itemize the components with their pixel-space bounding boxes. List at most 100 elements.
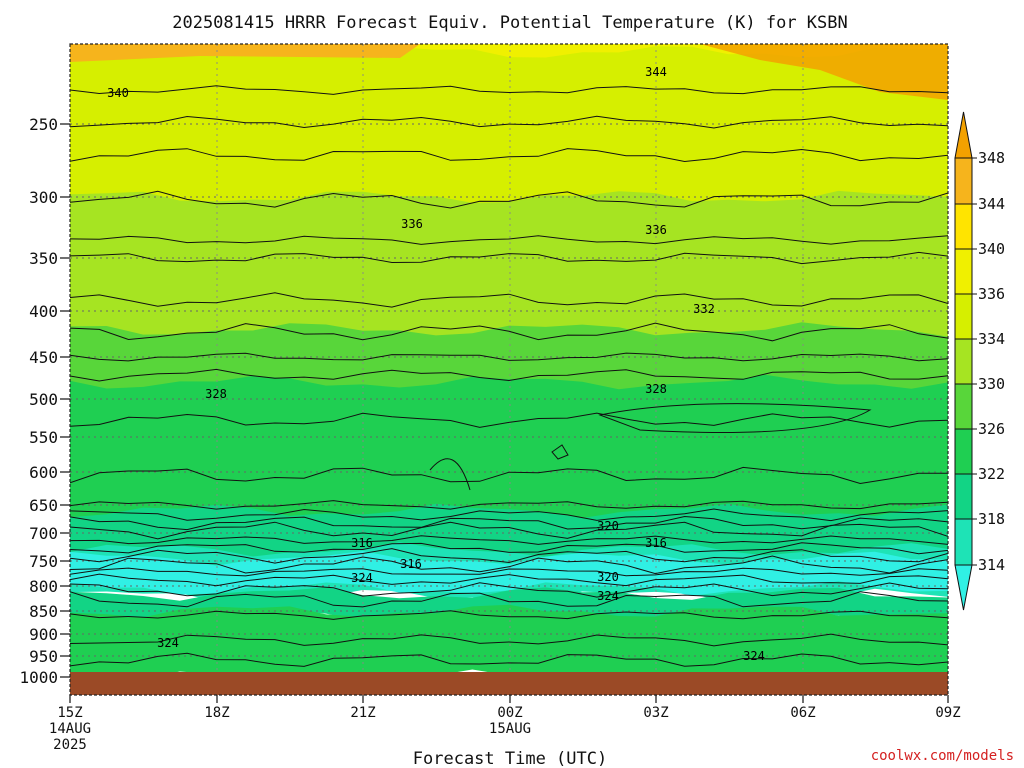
contour-line: [70, 542, 948, 555]
contour-fill-band: [700, 44, 948, 100]
y-tick-label: 500: [29, 390, 58, 409]
colorbar-swatch: [954, 157, 973, 205]
x-tick-label: 00Z: [497, 705, 522, 721]
y-tick-label: 600: [29, 463, 58, 482]
x-tick-label: 18Z: [204, 705, 229, 721]
colorbar-label: 326: [978, 420, 1005, 438]
contour-fill-layer: [70, 44, 948, 684]
colorbar-swatch: [954, 338, 973, 385]
colorbar-swatch: [954, 518, 973, 566]
y-tick-label: 1000: [19, 668, 58, 687]
x-tick-label: 21Z: [350, 705, 375, 721]
x-date-label: 2025: [53, 737, 87, 753]
contour-line: [70, 235, 948, 245]
x-tick-label: 15Z: [57, 705, 82, 721]
contour-label: 324: [351, 571, 373, 585]
contour-line: [70, 322, 948, 342]
y-tick-label: 750: [29, 552, 58, 571]
colorbar-swatch: [954, 293, 973, 340]
contour-line: [429, 458, 471, 491]
contour-line: [70, 521, 948, 540]
y-tick-label: 650: [29, 496, 58, 515]
x-axis-label: Forecast Time (UTC): [413, 749, 607, 768]
contour-line: [70, 190, 948, 209]
y-tick-label: 450: [29, 348, 58, 367]
contour-line: [70, 610, 948, 620]
y-tick-label: 250: [29, 115, 58, 134]
contour-line: [70, 548, 948, 564]
colorbar-label: 340: [978, 240, 1005, 258]
ground-strip: [70, 672, 948, 695]
colorbar-label: 314: [978, 556, 1005, 574]
colorbar: 348 344 340 336 334 330 326 322 318 314: [954, 111, 1005, 611]
contour-label: 320: [597, 570, 619, 584]
contour-line: [70, 535, 948, 545]
contour-label: 344: [645, 65, 667, 79]
contour-fill-band: [70, 44, 420, 62]
contour-line: [70, 466, 948, 485]
contour-label: 320: [597, 519, 619, 533]
contour-line: [70, 251, 948, 265]
y-tick-label: 800: [29, 577, 58, 596]
contour-line: [70, 412, 948, 428]
contour-fill-band: [70, 374, 948, 529]
colorbar-swatch: [954, 383, 973, 430]
contour-fill-band: [70, 190, 948, 346]
colorbar-label: 322: [978, 465, 1005, 483]
contour-label: 316: [351, 536, 373, 550]
colorbar-label: 334: [978, 330, 1005, 348]
contour-line: [70, 591, 948, 608]
contour-label-layer: 344 340 336 336 332 328 328 320 316 316 316 320 324 3…: [107, 65, 765, 663]
colorbar-over-arrow: [954, 111, 973, 159]
y-tick-label: 350: [29, 249, 58, 268]
colorbar-label: 330: [978, 375, 1005, 393]
contour-line: [70, 633, 948, 647]
colorbar-swatch: [954, 428, 973, 475]
x-tick-label: 03Z: [643, 705, 668, 721]
contour-line: [70, 515, 948, 531]
x-tick-label: 06Z: [790, 705, 815, 721]
plot-frame: [69, 43, 949, 696]
colorbar-label: 318: [978, 510, 1005, 528]
contour-line: [70, 148, 948, 163]
contour-line: [70, 555, 948, 575]
x-date-label: 15AUG: [489, 721, 531, 737]
contour-label: 324: [743, 649, 765, 663]
colorbar-swatch: [954, 473, 973, 520]
contour-label: 316: [400, 557, 422, 571]
contour-line: [70, 582, 948, 598]
y-tick-label: 900: [29, 625, 58, 644]
contour-line: [70, 500, 948, 510]
x-tick-label: 09Z: [935, 705, 960, 721]
contour-label: 332: [693, 302, 715, 316]
contour-line: [70, 352, 948, 362]
chart-title: 2025081415 HRRR Forecast Equiv. Potentia…: [172, 13, 848, 33]
contour-line: [551, 444, 569, 460]
contour-fill-band: [70, 45, 948, 241]
contour-label: 340: [107, 86, 129, 100]
x-date-label: 14AUG: [49, 721, 91, 737]
y-axis: 250 300 350 400 450 500 550 600 650 700 750 800 850 9…: [19, 115, 70, 687]
contour-fill-band: [70, 551, 948, 596]
contour-fill-band: [70, 604, 948, 684]
contour-line: [70, 567, 948, 577]
contour-line: [70, 652, 948, 667]
contour-label: 328: [645, 382, 667, 396]
contour-label: 336: [401, 217, 423, 231]
contour-label: 324: [597, 589, 619, 603]
y-tick-label: 550: [29, 428, 58, 447]
y-tick-label: 700: [29, 524, 58, 543]
y-tick-label: 850: [29, 602, 58, 621]
y-tick-label: 400: [29, 302, 58, 321]
colorbar-swatch: [954, 248, 973, 295]
colorbar-label: 336: [978, 285, 1005, 303]
y-tick-label: 300: [29, 188, 58, 207]
contour-line: [70, 292, 948, 308]
site-credit: coolwx.com/models: [871, 748, 1014, 764]
contour-line: [70, 368, 948, 382]
contour-label: 328: [205, 387, 227, 401]
contour-label: 324: [157, 636, 179, 650]
contour-line: [70, 573, 948, 587]
contour-label: 316: [645, 536, 667, 550]
